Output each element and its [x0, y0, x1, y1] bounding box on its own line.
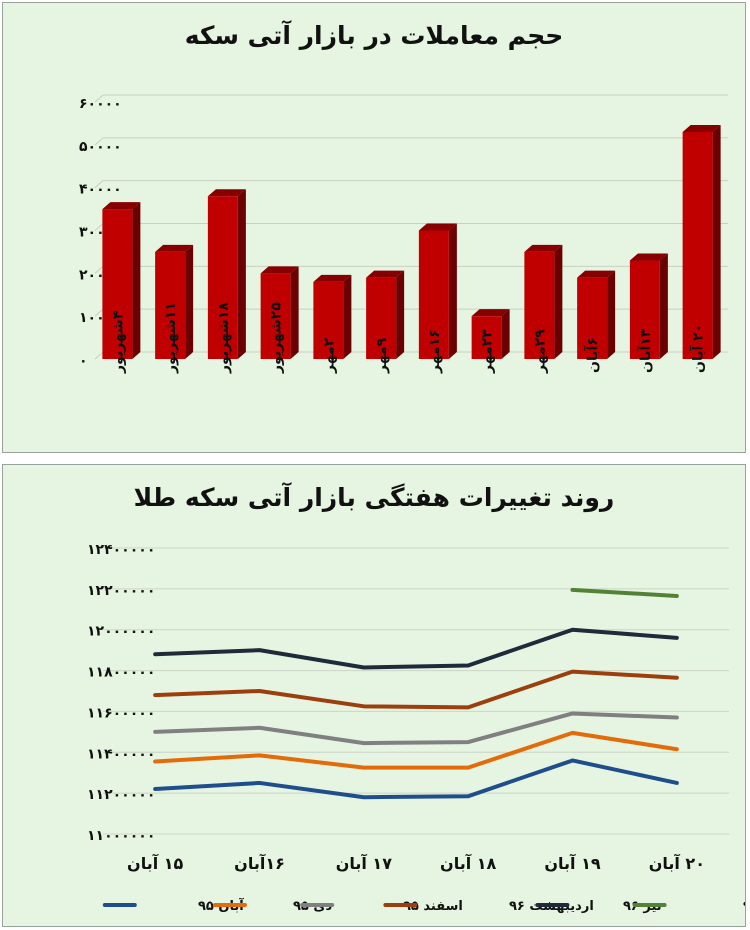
bar-side: [501, 309, 510, 359]
series-line: [153, 730, 679, 770]
bar: [207, 196, 238, 359]
y-tick-label: ۴۰۰۰۰: [79, 182, 122, 198]
bar-top: [102, 202, 141, 210]
x-tick-label: ۲۵شهریور: [269, 302, 285, 374]
bar: [577, 277, 608, 359]
bar: [629, 260, 660, 359]
y-tick-label: ۵۰۰۰۰: [79, 139, 122, 155]
series-line: [153, 669, 679, 710]
series-line: [153, 758, 679, 800]
y-tick-label: ۱۱۶۰۰۰۰۰: [87, 705, 155, 721]
x-tick-label: ۲۹مهر: [532, 329, 548, 374]
legend-label: شهریور ۹۶: [743, 899, 745, 914]
bar-top: [366, 270, 405, 278]
bar-top: [418, 223, 457, 231]
gridline-depth: [94, 94, 104, 103]
bar-top: [207, 189, 246, 197]
bar-side: [448, 223, 457, 359]
y-tick-label: ۱۱۲۰۰۰۰۰: [87, 787, 155, 803]
y-tick-label: ۰: [79, 353, 88, 369]
bar-side: [132, 202, 141, 359]
x-tick-label: ۲۳مهر: [480, 329, 496, 374]
bar: [155, 251, 186, 359]
line-chart: ۱۱۰۰۰۰۰۰ ۱۱۲۰۰۰۰۰ ۱۱۴۰۰۰۰۰ ۱۱۶۰۰۰۰۰ ۱۱۸۰۰۰۰۰…: [87, 542, 745, 914]
x-tick-label: ۱۵ آبان: [127, 853, 184, 873]
legend-item: اسفند ۹۵: [403, 899, 463, 914]
bar: [260, 273, 291, 359]
gridline-depth: [94, 308, 104, 317]
y-tick-label: ۱۱۴۰۰۰۰۰: [87, 746, 155, 762]
bar: [418, 230, 449, 359]
x-tick-label: ۹مهر: [374, 337, 390, 374]
gridline-depth: [94, 223, 104, 231]
y-tick-label: ۱۲۴۰۰۰۰۰: [87, 542, 155, 558]
y-tick-label: ۱۲۰۰۰۰۰۰: [87, 624, 155, 640]
bar-side: [237, 189, 246, 359]
bar: [682, 131, 713, 359]
x-tick-label: ۲مهر: [321, 337, 337, 374]
bar-top: [629, 253, 668, 261]
bar: [102, 209, 133, 359]
line-chart-panel: روند تغییرات هفتگی بازار آتی سکه طلا ۱۱۰…: [2, 464, 746, 927]
gridline-depth: [94, 351, 104, 360]
bar: [366, 277, 397, 359]
bar: [524, 251, 555, 359]
x-tick-label: ۱۹ آبان: [544, 853, 601, 873]
bar-side: [659, 253, 668, 359]
x-tick-label: ۱۸شهریور: [216, 302, 232, 374]
bar-top: [524, 244, 563, 252]
x-tick-label: ۱۱شهریور: [163, 302, 179, 374]
y-tick-label: ۱۱۰۰۰۰۰۰: [87, 828, 155, 844]
bar-side: [290, 266, 299, 359]
series-line: [153, 711, 679, 746]
series-line: [153, 627, 679, 670]
bar-top: [471, 309, 510, 317]
gridline-depth: [94, 265, 104, 274]
x-tick-label: ۱۳آبان: [636, 328, 654, 373]
series-line: [570, 587, 679, 599]
x-tick-label: ۱۶مهر: [427, 329, 443, 374]
x-tick-label: ۱۸ آبان: [440, 853, 497, 873]
bar-side: [185, 244, 194, 359]
bar: [313, 281, 344, 359]
bar-side: [554, 244, 563, 359]
bar-side: [343, 274, 352, 359]
y-tick-label: ۱۱۸۰۰۰۰۰: [87, 665, 155, 681]
bar-top: [260, 266, 299, 274]
bar-side: [396, 270, 405, 359]
bar-side: [607, 270, 616, 359]
x-tick-label: ۱۷ آبان: [336, 853, 393, 873]
x-tick-label: ۶آبان: [583, 337, 601, 373]
x-tick-label: ۲۰ آبان: [649, 853, 705, 873]
y-tick-label: ۶۰۰۰۰: [79, 96, 122, 112]
y-tick-label: ۱۲۲۰۰۰۰۰: [87, 583, 155, 599]
gridline-depth: [94, 137, 104, 146]
bar: [471, 316, 502, 359]
bar-side: [712, 124, 721, 359]
bar-top: [682, 124, 721, 132]
x-tick-label: ۱۶آبان: [234, 853, 285, 873]
bar-top: [577, 270, 616, 278]
bar-chart-title: حجم معاملات در بازار آتی سکه: [184, 21, 564, 50]
legend-label: اسفند ۹۵: [403, 899, 463, 914]
bar-chart: ۰۱۰۰۰۰۲۰۰۰۰۳۰۰۰۰۴۰۰۰۰۵۰۰۰۰۶۰۰۰۰۴شهریور۱۱…: [79, 94, 728, 374]
bar-chart-panel: حجم معاملات در بازار آتی سکه ۰ ۱۰۰۰۰ ۲۰۰۰۰…: [2, 2, 746, 453]
gridline-depth: [94, 180, 104, 189]
bar-top: [155, 244, 194, 252]
x-tick-label: ۴شهریور: [110, 310, 126, 374]
x-tick-label: ۲۰ آبان: [689, 324, 707, 373]
bar-top: [313, 274, 352, 282]
line-chart-title: روند تغییرات هفتگی بازار آتی سکه طلا: [133, 483, 615, 512]
legend-item: شهریور ۹۶: [743, 899, 745, 914]
